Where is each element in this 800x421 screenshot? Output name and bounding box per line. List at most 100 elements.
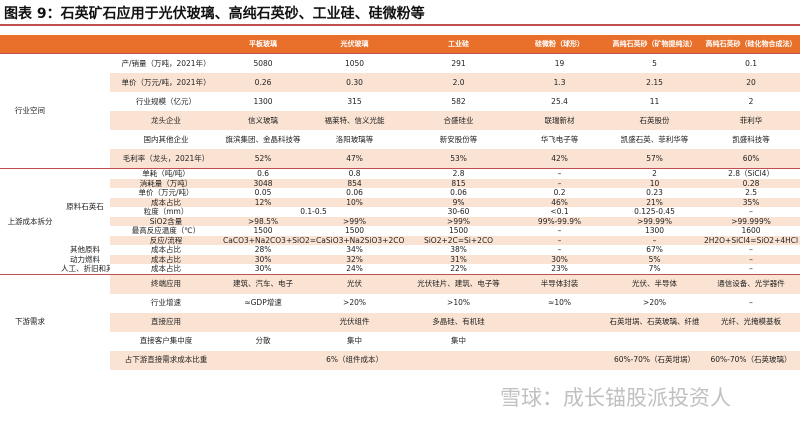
table-row: 占下游直接需求成本比重 6%（组件成本） 60%-70%（石英坩埚） 60%-70%（… <box>0 350 800 370</box>
cell: 60%-70%（石英坩埚） <box>607 350 703 370</box>
cell: 46% <box>512 197 608 207</box>
cell: 光伏 <box>304 273 406 294</box>
cell: 通信设备、光学器件 <box>702 273 800 294</box>
cell: 53% <box>405 149 513 169</box>
row-label: 终端应用 <box>110 273 223 294</box>
title-rule <box>0 24 800 26</box>
cell: 30% <box>512 254 608 264</box>
cell: CaCO3+Na2CO3+SiO2=CaSiO3+Na2SiO3+2CO2 <box>222 235 406 245</box>
cell: 集中 <box>347 336 363 346</box>
cell: 0.23 <box>646 188 663 197</box>
table-row: 毛利率（龙头，2021年） 52% 47% 53% 42% 57% 60% <box>0 149 800 169</box>
cell: 60%-70%（石英玻璃） <box>702 350 800 370</box>
cell: 60% <box>702 149 800 169</box>
cell: >10% <box>447 298 471 308</box>
table-row: 直接应用 光伏组件 多晶硅、有机硅 石英坩埚、石英玻璃、纤维 光纤、光掩模基板 <box>0 312 800 332</box>
table-row: 单价（万元/吨） 0.05 0.06 0.06 0.2 0.23 2.5 <box>0 188 800 198</box>
cell: 新安股份等 <box>439 134 478 144</box>
cell: 30% <box>222 254 305 264</box>
cell: 分散 <box>255 336 271 346</box>
cell: 2H2O+SiCl4=SiO2+4HCl <box>702 235 800 245</box>
cell: 5% <box>607 254 703 264</box>
cell <box>607 332 702 351</box>
cell: 0.28 <box>702 178 800 188</box>
row-label: SiO2含量 <box>110 216 223 226</box>
cell: 洛阳玻璃等 <box>335 134 374 144</box>
cell: 582 <box>451 96 466 106</box>
cell <box>512 350 608 370</box>
cell: – <box>557 245 562 254</box>
row-label: 直接应用 <box>110 312 223 332</box>
header-cell: 高纯石英砂（硅化物合成法） <box>702 35 800 54</box>
cell: 2.15 <box>607 73 703 92</box>
header-cell: 光伏玻璃 <box>304 35 406 54</box>
cell: 半导体封装 <box>512 273 608 294</box>
cell: – <box>702 254 800 264</box>
cell: 47% <box>304 149 406 169</box>
table-row: 单价（万元/吨，2021年） 0.26 0.30 2.0 1.3 2.15 20 <box>0 73 800 92</box>
row-label: 直接客户集中度 <box>139 336 193 346</box>
header-cell: 工业硅 <box>405 35 513 54</box>
cell: >99.999% <box>702 216 800 226</box>
row-label: 毛利率（龙头，2021年） <box>110 149 223 169</box>
cell: ≈10% <box>548 298 572 308</box>
cell: 华飞电子等 <box>540 134 579 144</box>
table-row: 国内其他企业 旗滨集团、金晶科技等 洛阳玻璃等 新安股份等 华飞电子等 凯盛石英、菲利华等… <box>0 130 800 149</box>
cell: >20% <box>343 298 367 308</box>
table-row: 上游成本拆分 原料石英石 单耗（吨/吨） 0.6 0.8 2.8–2 2.8（SiCl4） <box>0 168 800 274</box>
cell: 1600 <box>741 226 761 235</box>
table-row: 下游需求 终端应用 建筑、汽车、电子 光伏 光伏硅片、建筑、电子等 半导体封装 光伏、半导体… <box>0 273 800 370</box>
cell: 30-60 <box>447 207 470 216</box>
cell: 2.5 <box>745 188 757 197</box>
cell <box>222 312 305 332</box>
section-label: 行业空间 <box>0 53 60 169</box>
cell: 22% <box>450 264 467 273</box>
cell: 光伏、半导体 <box>607 273 703 294</box>
cell: – <box>749 207 753 216</box>
row-label: 龙头企业 <box>110 111 223 130</box>
cell: >20% <box>643 298 667 308</box>
watermark: 雪球：成长锚股派投资人 <box>500 386 731 410</box>
cell: 9% <box>405 197 513 207</box>
row-label: 单价（万元/吨，2021年） <box>110 73 223 92</box>
cell: 0.125-0.45 <box>634 207 675 216</box>
cell: 1300 <box>253 96 273 106</box>
cell: 35% <box>702 197 800 207</box>
row-label: 行业规模（亿元） <box>136 96 197 106</box>
row-label: 成本占比 <box>151 245 182 254</box>
table-row: 动力燃料 成本占比 30% 32% 31% 30% 5% – <box>0 254 800 264</box>
table: 平板玻璃 光伏玻璃 工业硅 硅微粉（球形） 高纯石英砂（矿物提纯法） 高纯石英砂（硅化物合… <box>0 35 800 370</box>
cell: 0.26 <box>222 73 305 92</box>
cell <box>222 350 305 370</box>
cell: 福莱特、信义光能 <box>304 111 406 130</box>
cell: 信义玻璃 <box>222 111 305 130</box>
header-cell: 高纯石英砂（矿物提纯法） <box>607 35 703 54</box>
cell: 28% <box>254 245 272 254</box>
cell <box>512 332 607 351</box>
cell: 11 <box>649 96 660 106</box>
table-row: 消耗量（万吨） 3048 854 815–10 0.28 <box>0 178 800 188</box>
cell: 建筑、汽车、电子 <box>222 273 305 294</box>
cell: 0.8 <box>304 168 406 179</box>
cell: 1050 <box>304 53 406 73</box>
cell: 1500 <box>253 226 273 235</box>
cell: 20 <box>702 73 800 92</box>
cell: 25.4 <box>551 96 568 106</box>
cell: 光伏硅片、建筑、电子等 <box>405 273 513 294</box>
subgroup-label: 其他原料 <box>60 245 110 255</box>
row-label: 最高反应温度（℃） <box>131 226 201 235</box>
row-label: 占下游直接需求成本比重 <box>110 350 223 370</box>
header-blank <box>0 35 223 54</box>
cell: 30% <box>254 264 272 273</box>
cell: 合盛硅业 <box>405 111 513 130</box>
row-label: 国内其他企业 <box>143 134 189 144</box>
cell: 0.6 <box>222 168 305 179</box>
table-row: 人工、折旧和其他 成本占比 30% 24% 22% 23% 7% – <box>0 264 800 274</box>
title: 图表 9：石英矿石应用于光伏玻璃、高纯石英砂、工业硅、硅微粉等 <box>4 6 425 22</box>
cell: 1.3 <box>512 73 608 92</box>
table-row: SiO2含量 >98.5% >99% >99% 99%-99.9% >99.99% >99.… <box>0 216 800 226</box>
cell: 2.0 <box>405 73 513 92</box>
cell: 5080 <box>222 53 305 73</box>
row-label: 粒度（mm） <box>143 207 189 216</box>
cell: – <box>607 235 703 245</box>
